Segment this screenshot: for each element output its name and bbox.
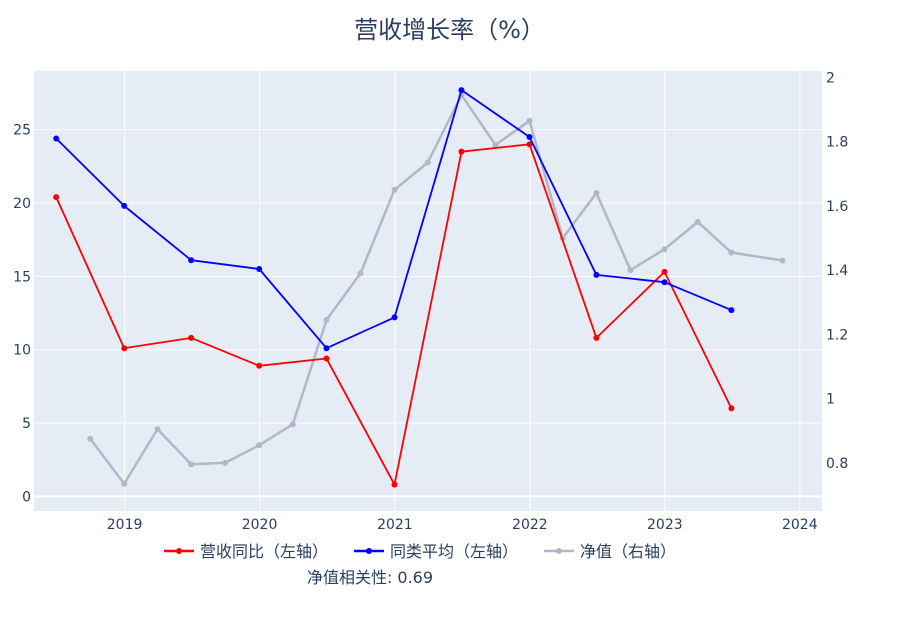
y-left-tick-label: 25 bbox=[13, 123, 31, 139]
data-point bbox=[779, 257, 786, 264]
data-point bbox=[627, 267, 634, 274]
legend-swatch-marker bbox=[176, 548, 182, 554]
series-0 bbox=[53, 141, 735, 488]
data-point bbox=[661, 268, 668, 275]
x-tick-label: 2019 bbox=[107, 517, 143, 533]
data-point bbox=[593, 271, 600, 278]
data-point bbox=[526, 141, 533, 148]
y-left-tick-label: 0 bbox=[22, 489, 31, 505]
data-point bbox=[188, 461, 195, 468]
data-point bbox=[121, 480, 128, 487]
legend-item: 同类平均（左轴） bbox=[354, 542, 518, 561]
y-right-tick-label: 1.4 bbox=[826, 263, 848, 279]
correlation-annotation: 净值相关性: 0.69 bbox=[307, 568, 433, 587]
series-layer bbox=[53, 87, 786, 488]
data-point bbox=[188, 334, 195, 341]
x-tick-label: 2022 bbox=[512, 517, 548, 533]
data-point bbox=[391, 481, 398, 488]
y-left-tick-label: 20 bbox=[13, 196, 31, 212]
data-point bbox=[357, 270, 364, 277]
left-axis: 0 5 10 15 20 25 bbox=[13, 123, 31, 506]
data-point bbox=[188, 257, 195, 264]
data-point bbox=[526, 117, 533, 124]
data-point bbox=[458, 87, 465, 94]
x-tick-label: 2021 bbox=[377, 517, 413, 533]
y-right-tick-label: 1 bbox=[826, 392, 835, 408]
data-point bbox=[222, 459, 229, 466]
data-point bbox=[424, 159, 431, 166]
data-point bbox=[256, 442, 263, 449]
legend: 营收同比（左轴） 同类平均（左轴） 净值（右轴） bbox=[164, 542, 676, 561]
data-point bbox=[526, 134, 533, 140]
plot-area bbox=[34, 71, 822, 511]
data-point bbox=[323, 316, 330, 323]
data-point bbox=[391, 314, 398, 321]
data-point bbox=[593, 334, 600, 341]
data-point bbox=[728, 249, 735, 256]
x-axis: 2019 2020 2021 2022 2023 2024 bbox=[107, 517, 818, 533]
data-point bbox=[492, 141, 499, 148]
legend-label: 营收同比（左轴） bbox=[200, 542, 328, 561]
legend-item: 营收同比（左轴） bbox=[164, 542, 328, 561]
legend-label: 同类平均（左轴） bbox=[390, 542, 518, 561]
y-right-tick-label: 1.2 bbox=[826, 327, 848, 343]
data-point bbox=[728, 405, 735, 412]
data-point bbox=[289, 421, 296, 428]
data-point bbox=[256, 266, 263, 272]
chart-title: 营收增长率（%） bbox=[354, 16, 545, 44]
y-left-tick-label: 10 bbox=[13, 343, 31, 359]
series-1 bbox=[53, 87, 735, 352]
x-tick-label: 2020 bbox=[242, 517, 278, 533]
y-right-tick-label: 1.6 bbox=[826, 199, 848, 215]
data-point bbox=[694, 218, 701, 225]
data-point bbox=[53, 194, 60, 201]
data-point bbox=[391, 186, 398, 193]
x-tick-label: 2023 bbox=[647, 517, 683, 533]
data-point bbox=[661, 279, 668, 286]
data-point bbox=[87, 435, 94, 442]
y-right-tick-label: 2 bbox=[826, 70, 835, 86]
legend-swatch-marker bbox=[556, 548, 562, 554]
data-point bbox=[323, 345, 330, 352]
legend-label: 净值（右轴） bbox=[580, 542, 676, 561]
y-right-tick-label: 1.8 bbox=[826, 135, 848, 151]
x-tick-label: 2024 bbox=[782, 517, 818, 533]
data-point bbox=[593, 190, 600, 197]
data-point bbox=[121, 202, 128, 209]
right-axis: 0.8 1 1.2 1.4 1.6 1.8 2 bbox=[826, 70, 848, 471]
data-point bbox=[53, 135, 60, 142]
legend-swatch-marker bbox=[366, 548, 372, 554]
data-point bbox=[728, 307, 735, 314]
data-point bbox=[661, 246, 668, 253]
series-2 bbox=[87, 92, 786, 487]
data-point bbox=[256, 362, 263, 369]
data-point bbox=[323, 355, 330, 362]
y-left-tick-label: 15 bbox=[13, 269, 31, 285]
y-right-tick-label: 0.8 bbox=[826, 456, 848, 472]
data-point bbox=[458, 148, 465, 155]
legend-item: 净值（右轴） bbox=[544, 542, 676, 561]
data-point bbox=[121, 345, 128, 352]
y-left-tick-label: 5 bbox=[22, 416, 31, 432]
data-point bbox=[154, 426, 161, 433]
